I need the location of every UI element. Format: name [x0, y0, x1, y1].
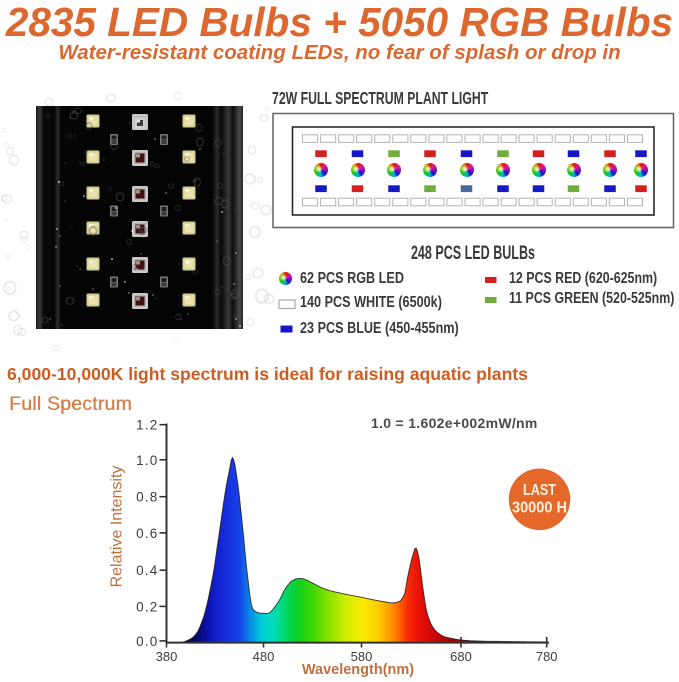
- svg-text:LAST: LAST: [523, 482, 556, 499]
- svg-text:0.4: 0.4: [136, 563, 158, 578]
- svg-text:680: 680: [450, 649, 472, 664]
- svg-text:Wavelength(nm): Wavelength(nm): [302, 662, 414, 678]
- svg-text:780: 780: [536, 649, 558, 664]
- svg-text:0.8: 0.8: [136, 490, 158, 505]
- svg-text:380: 380: [156, 649, 178, 664]
- svg-text:Relative Intensity: Relative Intensity: [109, 466, 126, 588]
- svg-text:30000 H: 30000 H: [512, 500, 567, 517]
- svg-text:0.2: 0.2: [136, 599, 158, 614]
- svg-text:1.0: 1.0: [136, 453, 158, 468]
- svg-text:480: 480: [253, 649, 275, 664]
- svg-text:580: 580: [351, 649, 373, 664]
- svg-text:1.2: 1.2: [136, 418, 158, 433]
- svg-text:0.6: 0.6: [136, 526, 158, 541]
- svg-text:0.0: 0.0: [136, 634, 158, 649]
